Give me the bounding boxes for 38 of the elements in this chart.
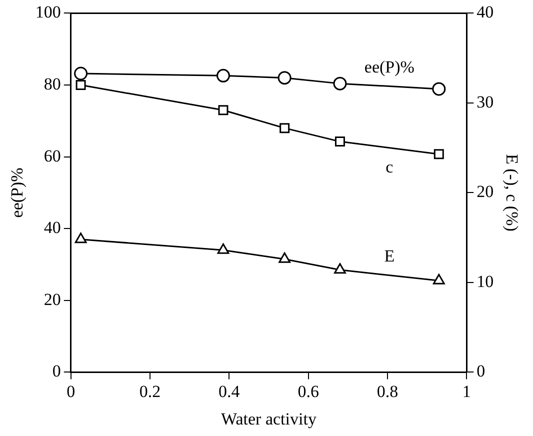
x-tick-label: 0.8 [376,382,398,401]
series-label: ee(P)% [364,58,414,77]
y-tick-label: 60 [44,146,61,166]
series-label: E [384,246,395,266]
y-tick-label: 40 [44,218,61,238]
point [333,76,347,90]
x-tick-label: 0.6 [298,382,319,401]
x-axis-title: Water activity [221,409,317,428]
x-tick-label: 0.4 [218,382,240,401]
y2-tick-label: 40 [476,2,494,22]
point [74,66,88,80]
point [334,136,345,147]
point [278,252,291,263]
point [278,71,292,85]
x-tick-label: 0 [66,382,76,401]
point [218,105,228,116]
x-tick-label: 1 [462,382,471,401]
point [434,149,444,160]
y-tick-label: 100 [35,2,61,22]
y-axis-title: ee(P)% [8,168,27,218]
y2-tick-label: 20 [476,182,494,202]
point [432,82,446,96]
y2-axis-title: E (-), c (%) [502,154,522,232]
y-tick-label: 0 [52,362,61,381]
x-tick-label: 0.2 [139,382,161,401]
y2-tick-label: 30 [476,92,494,112]
point [74,232,87,244]
point [216,68,230,82]
y-tick-label: 20 [44,290,61,309]
y-tick-label: 80 [44,74,61,94]
point [76,80,86,90]
point [334,263,346,274]
series-label: c [386,157,394,176]
point [280,123,290,134]
y2-tick-label: 10 [476,272,494,291]
point [217,243,230,254]
y2-tick-label: 0 [476,362,486,381]
point [432,274,445,284]
